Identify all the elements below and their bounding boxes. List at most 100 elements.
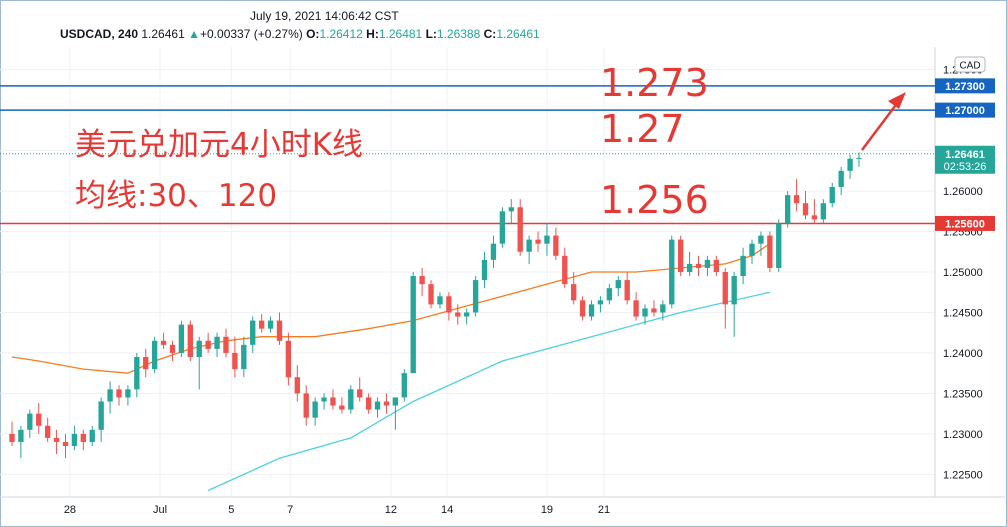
candle-body xyxy=(553,235,559,256)
x-tick-label: 5 xyxy=(228,504,234,516)
candle-body xyxy=(740,255,746,277)
open-label: O: xyxy=(306,27,320,41)
candle-body xyxy=(223,336,229,353)
candle-body xyxy=(98,401,104,430)
candle-body xyxy=(642,308,648,317)
candle-body xyxy=(44,425,51,438)
close-label: C: xyxy=(483,27,497,41)
candle-body xyxy=(811,215,818,220)
candle-body xyxy=(303,393,309,418)
candle-body xyxy=(134,356,140,390)
candle-body xyxy=(749,243,755,256)
candle-body xyxy=(18,429,24,442)
symbol-label: USDCAD, 240 xyxy=(60,27,139,41)
low-label: L: xyxy=(425,27,437,41)
candle-body xyxy=(419,276,425,285)
candle-body xyxy=(151,340,158,370)
currency-tag-bg xyxy=(954,56,986,73)
candle-body xyxy=(464,312,470,317)
low-value: 1.26388 xyxy=(436,27,481,41)
candle-body xyxy=(615,280,621,289)
candle-body xyxy=(107,389,113,402)
candle-body xyxy=(62,441,69,447)
candle-body xyxy=(695,263,702,268)
header-quote: USDCAD, 240 1.26461 ▲+0.00337 (+0.27%) O… xyxy=(60,27,540,41)
candle-body xyxy=(357,389,363,398)
y-tick-label: 1.23500 xyxy=(943,388,983,400)
candle-body xyxy=(767,235,773,268)
price-axis: 1.22500 1.23000 1.23500 1.24000 1.24500 1.250… xyxy=(943,65,983,482)
x-tick-label: 7 xyxy=(287,504,293,516)
level-badge-label: 1.25600 xyxy=(945,218,985,230)
annotation-title: 美元兑加元4小时K线 xyxy=(75,127,363,163)
high-label: H: xyxy=(366,27,379,41)
candle-body xyxy=(535,239,541,244)
candle-body xyxy=(820,203,827,220)
candle-body xyxy=(544,235,550,244)
candle-body xyxy=(312,401,318,418)
candle-body xyxy=(784,195,791,224)
target-arrow-shaft xyxy=(861,101,899,151)
candle-body xyxy=(196,340,202,357)
candle-body xyxy=(686,263,693,272)
candle-body xyxy=(330,397,336,406)
candle-body xyxy=(446,296,452,313)
candle-body xyxy=(374,401,381,410)
grid xyxy=(0,47,935,497)
candle-body xyxy=(669,239,675,305)
candle-body xyxy=(678,239,684,272)
level-badge xyxy=(935,78,995,94)
ma120-line xyxy=(207,291,770,492)
candle-body xyxy=(71,433,78,447)
candle-body xyxy=(651,308,657,313)
candle-body xyxy=(401,373,407,398)
candle-body xyxy=(517,207,523,252)
candle-body xyxy=(36,413,42,426)
candle-body xyxy=(722,272,728,305)
candle-body xyxy=(437,296,443,305)
time-axis: 28 Jul 5 7 12 14 19 21 xyxy=(64,504,610,516)
currency-tag: CAD xyxy=(954,56,986,73)
candle-body xyxy=(856,157,862,159)
candles xyxy=(9,152,862,459)
candle-body xyxy=(410,276,416,374)
level-badge-label: 1.27000 xyxy=(945,105,985,117)
close-value: 1.26461 xyxy=(496,27,540,41)
price-change: +0.00337 (+0.27%) xyxy=(200,27,303,41)
level-badge xyxy=(935,215,995,231)
candle-body xyxy=(713,259,720,272)
level-badge xyxy=(935,102,995,118)
candle-body xyxy=(802,203,809,216)
currency-tag-label: CAD xyxy=(959,61,980,72)
candle-body xyxy=(758,235,764,244)
candle-body xyxy=(704,259,711,268)
annotation-level-127: 1.27 xyxy=(600,107,685,151)
candle-body xyxy=(455,312,461,317)
candle-body xyxy=(205,340,211,349)
y-tick-label: 1.24500 xyxy=(943,307,983,319)
candle-body xyxy=(526,239,532,252)
candle-body xyxy=(847,158,853,171)
candle-body xyxy=(392,397,399,406)
candle-body xyxy=(508,207,514,212)
y-tick-label: 1.23000 xyxy=(943,429,983,441)
level-badge-label: 1.27300 xyxy=(945,81,985,93)
candle-body xyxy=(232,352,238,370)
x-tick-label: 19 xyxy=(541,504,553,516)
candle-body xyxy=(348,389,354,410)
candle-body xyxy=(579,300,586,317)
candle-body xyxy=(27,413,33,430)
candle-body xyxy=(793,195,800,204)
y-tick-label: 1.25000 xyxy=(943,267,983,279)
header-date: July 19, 2021 14:06:42 CST xyxy=(250,9,399,23)
candle-body xyxy=(89,429,95,442)
candle-body xyxy=(606,288,613,301)
candle-body xyxy=(829,187,835,204)
candle-body xyxy=(187,324,193,357)
candle-body xyxy=(660,304,666,313)
y-tick-label: 1.26000 xyxy=(943,186,983,198)
candle-body xyxy=(499,211,506,244)
y-tick-label: 1.22500 xyxy=(943,469,983,481)
candle-body xyxy=(241,344,247,370)
